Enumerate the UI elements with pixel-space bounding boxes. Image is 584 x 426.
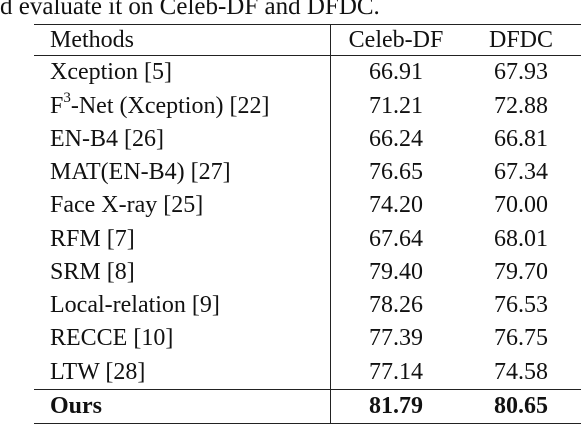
table-row: RFM [7] 67.64 68.01 xyxy=(34,222,581,256)
method-suffix: -Net (Xception) [22] xyxy=(70,92,270,119)
table-row: F3-Net (Xception) [22] 71.21 72.88 xyxy=(34,89,581,123)
dfdc-cell: 66.81 xyxy=(494,125,548,152)
table-row: Xception [5] 66.91 67.93 xyxy=(34,55,581,90)
dfdc-cell: 79.70 xyxy=(494,258,548,285)
comparison-table: Methods Celeb-DF DFDC Xception [5] 66.91… xyxy=(34,25,581,423)
celeb-df-cell: 77.14 xyxy=(330,355,461,390)
results-table: Methods Celeb-DF DFDC Xception [5] 66.91… xyxy=(34,24,581,424)
table-row: SRM [8] 79.40 79.70 xyxy=(34,255,581,289)
celeb-df-cell: 71.21 xyxy=(330,89,461,123)
method-cell: Face X-ray [25] xyxy=(50,192,204,219)
method-cell: RFM [7] xyxy=(50,225,135,252)
header-celeb-df: Celeb-DF xyxy=(330,25,461,57)
celeb-df-cell-ours: 81.79 xyxy=(330,388,461,423)
dfdc-cell-ours: 80.65 xyxy=(461,388,581,423)
dfdc-cell: 72.88 xyxy=(494,92,548,119)
table-row: EN-B4 [26] 66.24 66.81 xyxy=(34,122,581,156)
dfdc-cell: 74.58 xyxy=(494,358,548,385)
method-cell: RECCE [10] xyxy=(50,325,174,352)
caption-text: d evaluate it on Celeb-DF and DFDC. xyxy=(0,0,380,20)
dfdc-cell: 76.75 xyxy=(494,325,548,352)
celeb-df-cell: 67.64 xyxy=(330,222,461,256)
table-row: Face X-ray [25] 74.20 70.00 xyxy=(34,189,581,223)
method-cell: SRM [8] xyxy=(50,258,135,285)
method-cell: Xception [5] xyxy=(50,59,172,86)
dfdc-cell: 70.00 xyxy=(494,192,548,219)
method-cell: EN-B4 [26] xyxy=(50,125,164,152)
celeb-df-cell: 76.65 xyxy=(330,155,461,190)
table-row: RECCE [10] 77.39 76.75 xyxy=(34,322,581,356)
celeb-df-cell: 66.91 xyxy=(330,55,461,90)
method-cell-ours: Ours xyxy=(34,388,331,423)
method-superscript: 3 xyxy=(63,89,71,106)
celeb-df-cell: 78.26 xyxy=(330,288,461,323)
celeb-df-cell: 79.40 xyxy=(330,255,461,289)
header-methods: Methods xyxy=(34,25,331,57)
method-cell: MAT(EN-B4) [27] xyxy=(50,159,231,186)
method-cell: Local-relation [9] xyxy=(50,292,220,319)
celeb-df-cell: 66.24 xyxy=(330,122,461,156)
method-cell: LTW [28] xyxy=(50,358,146,385)
dfdc-cell: 67.93 xyxy=(494,59,548,86)
table-row: Local-relation [9] 78.26 76.53 xyxy=(34,288,581,323)
celeb-df-cell: 74.20 xyxy=(330,189,461,223)
table-row: MAT(EN-B4) [27] 76.65 67.34 xyxy=(34,155,581,190)
table-row: LTW [28] 77.14 74.58 xyxy=(34,355,581,390)
dfdc-cell: 68.01 xyxy=(494,225,548,252)
table-header-row: Methods Celeb-DF DFDC xyxy=(34,25,581,57)
celeb-df-cell: 77.39 xyxy=(330,322,461,356)
header-dfdc: DFDC xyxy=(461,25,581,57)
dfdc-cell: 76.53 xyxy=(494,292,548,319)
method-cell: F3-Net (Xception) [22] xyxy=(34,89,331,122)
table-row-ours: Ours 81.79 80.65 xyxy=(34,388,581,423)
dfdc-cell: 67.34 xyxy=(494,159,548,186)
method-prefix: F xyxy=(50,92,64,119)
